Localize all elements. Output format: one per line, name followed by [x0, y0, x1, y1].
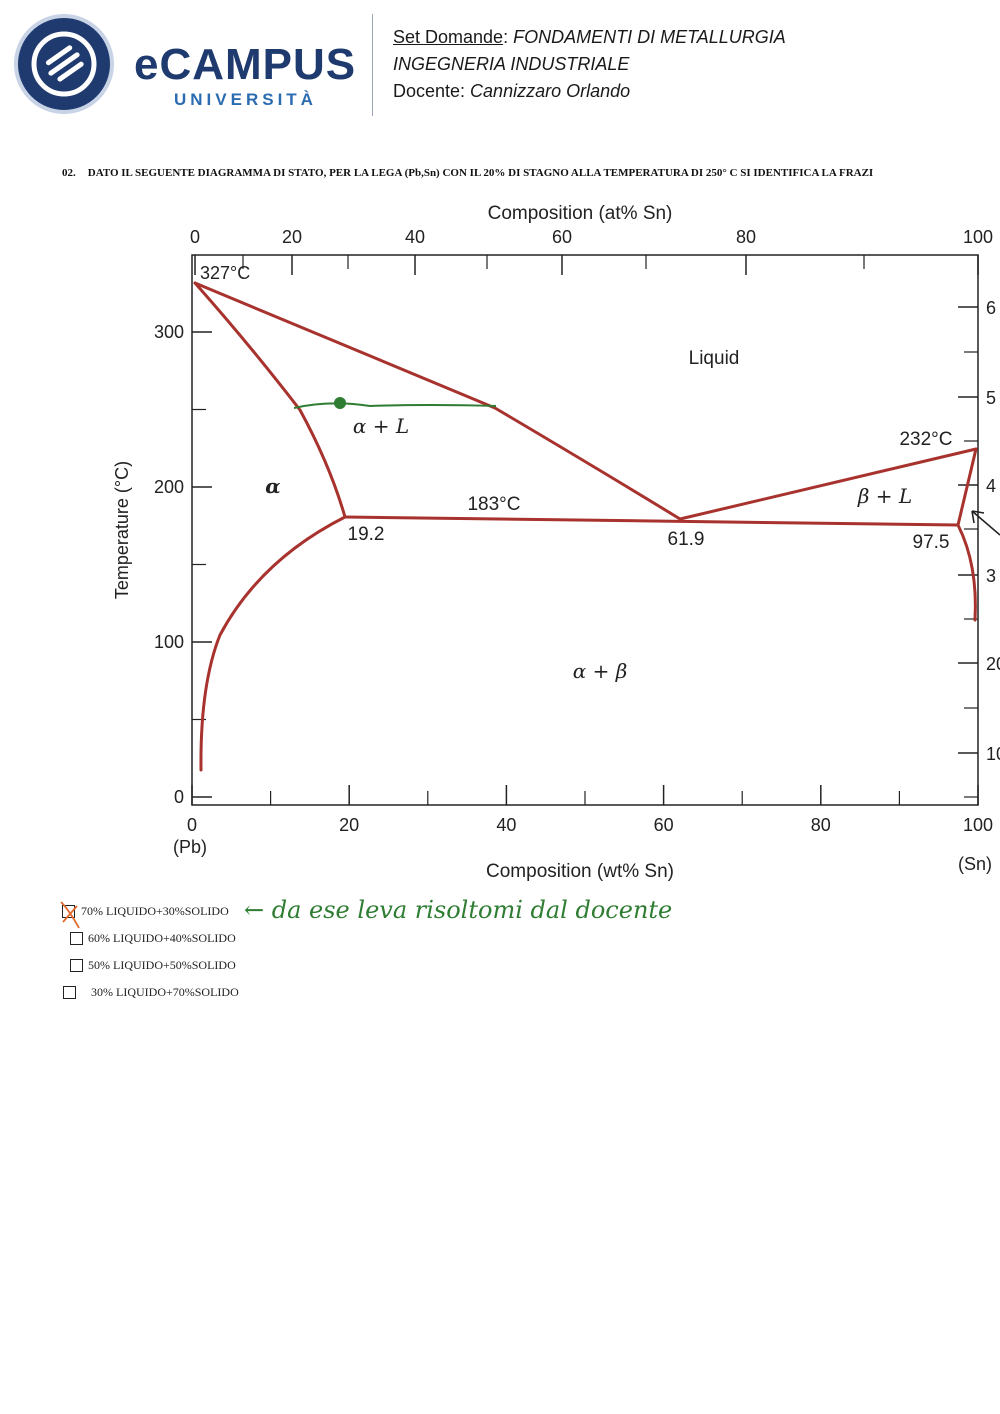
logo-subtitle: UNIVERSITÀ [174, 90, 317, 109]
top-axis-label: Composition (at% Sn) [488, 203, 673, 224]
handwritten-note: ← da ese leva risoltomi dal docente [244, 896, 673, 924]
answer-checkbox[interactable] [60, 901, 80, 929]
plot-frame [191, 254, 979, 806]
y-tick-label: 100 [154, 632, 184, 652]
bottom-end-label-pb: (Pb) [173, 837, 207, 857]
right-tick-label: 3 [986, 566, 996, 586]
question-body: DATO IL SEGUENTE DIAGRAMMA DI STATO, PER… [87, 167, 874, 179]
logo-wordmark: eCAMPUS [134, 40, 357, 89]
y-tick-label: 300 [154, 322, 184, 342]
right-tick-label: 5 [986, 388, 996, 408]
solidus-left [193, 281, 347, 519]
answer-checkbox[interactable] [70, 959, 83, 972]
y-axis-label: Temperature (°C) [112, 461, 132, 599]
top-tick-label: 80 [736, 227, 756, 247]
y-tick-label: 200 [154, 477, 184, 497]
label-183: 183°C [467, 494, 520, 515]
top-tick-label: 60 [552, 227, 572, 247]
bottom-tick-label: 80 [811, 815, 831, 835]
answer-checkbox[interactable] [70, 932, 83, 945]
program-name: INGEGNERIA INDUSTRIALE [393, 54, 630, 74]
solvus-left [199, 515, 347, 772]
solvus-right [956, 523, 977, 622]
phase-diagram: Composition (at% Sn) Composition (wt% Sn… [112, 203, 1000, 882]
checkmark-icon [60, 901, 80, 929]
top-tick-label: 100 [963, 227, 993, 247]
y-tick-label: 0 [174, 787, 184, 807]
top-tick-label: 20 [282, 227, 302, 247]
answer-option-label[interactable]: 30% LIQUIDO+70%SOLIDO [91, 985, 239, 999]
set-label: Set Domande [393, 27, 504, 47]
bottom-tick-label: 40 [496, 815, 516, 835]
label-19-2: 19.2 [348, 524, 385, 545]
region-liquid: Liquid [689, 348, 740, 369]
region-alpha-l: α + L [353, 414, 409, 438]
logo-emblem-icon [14, 14, 114, 114]
label-61-9: 61.9 [668, 529, 705, 550]
region-beta-l: β + L [857, 484, 912, 508]
label-232: 232°C [899, 429, 952, 450]
right-tick-label: 20 [986, 654, 1000, 674]
question-number: 02. [62, 167, 76, 179]
ecampus-logo: eCAMPUS UNIVERSITÀ [14, 14, 374, 118]
liquidus-left [193, 281, 682, 521]
top-tick-label: 40 [405, 227, 425, 247]
eutectic-line [343, 515, 960, 527]
header-divider [372, 14, 373, 116]
bottom-end-label-sn: (Sn) [958, 854, 992, 874]
bottom-tick-label: 100 [963, 815, 993, 835]
teacher-label: Docente: [393, 81, 471, 101]
liquidus-right [678, 447, 978, 521]
right-tick-label: 4 [986, 476, 996, 496]
phase-boundaries [193, 281, 978, 772]
answer-option-label[interactable]: 50% LIQUIDO+50%SOLIDO [88, 958, 236, 972]
bottom-tick-label: 20 [339, 815, 359, 835]
right-tick-label: 6 [986, 298, 996, 318]
right-tick-label: 10 [986, 744, 1000, 764]
answer-option-label[interactable]: 60% LIQUIDO+40%SOLIDO [88, 931, 236, 945]
bottom-axis-label: Composition (wt% Sn) [486, 861, 674, 882]
bottom-tick-label: 60 [654, 815, 674, 835]
axis-ticks: 0 20 40 60 80 100 0 20 40 60 80 100 0 100 200 300 6 5 4 3 20… [154, 227, 1000, 835]
region-alpha: α [265, 474, 280, 498]
teacher-name: Cannizzaro Orlando [470, 81, 631, 101]
bottom-tick-label: 0 [187, 815, 197, 835]
answer-option-label[interactable]: 70% LIQUIDO+30%SOLIDO [81, 904, 229, 918]
answer-checkbox[interactable] [63, 986, 76, 999]
top-tick-label: 0 [190, 227, 200, 247]
region-alpha-beta: α + β [573, 659, 628, 683]
right-arrow-icon [971, 510, 1000, 536]
question-text: 02. DATO IL SEGUENTE DIAGRAMMA DI STATO, … [62, 167, 873, 179]
course-name: FONDAMENTI DI METALLURGIA [513, 27, 786, 47]
header-info: Set Domande: FONDAMENTI DI METALLURGIA I… [393, 24, 786, 105]
solidus-right [956, 447, 978, 527]
label-97-5: 97.5 [913, 532, 950, 553]
tie-line-annotation [293, 397, 497, 409]
set-separator: : [503, 27, 514, 47]
label-327: 327°C [200, 263, 250, 283]
